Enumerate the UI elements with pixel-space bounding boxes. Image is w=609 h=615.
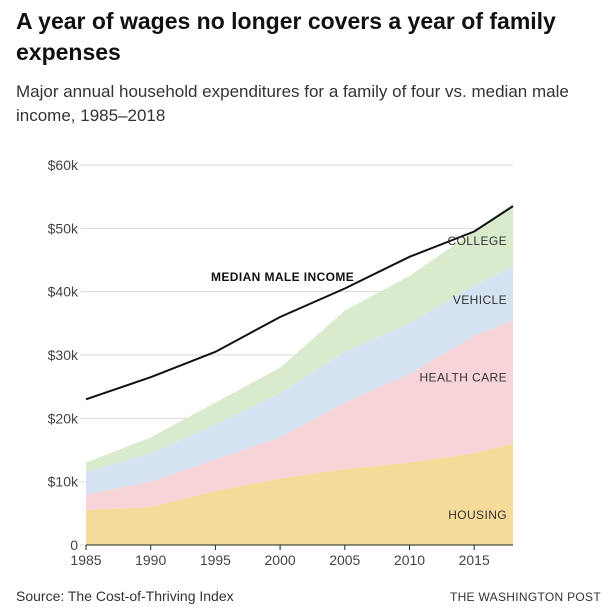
line-label-median-male-income: MEDIAN MALE INCOME: [211, 270, 354, 284]
y-tick-label: 0: [70, 537, 78, 553]
chart-area: 0 $10k $20k $30k $40k $50k $60k 1985 1990 1995 200…: [48, 157, 514, 565]
x-tick-label: 1995: [200, 552, 231, 565]
y-tick-label: $50k: [48, 220, 79, 236]
y-tick-label: $60k: [48, 157, 79, 173]
x-tick-label: 2010: [394, 552, 425, 565]
x-tick-label: 2015: [459, 552, 490, 565]
y-tick-label: $10k: [48, 474, 79, 490]
series-label-health-care: HEALTH CARE: [419, 370, 507, 384]
area-vehicle: [86, 266, 513, 495]
chart-title: A year of wages no longer covers a year …: [16, 8, 556, 65]
source-note: Source: The Cost-of-Thriving Index: [16, 588, 234, 604]
label-layer: HOUSING HEALTH CARE VEHICLE COLLEGE MEDIAN M…: [211, 234, 507, 522]
chart-subtitle: Major annual household expenditures for …: [16, 82, 569, 125]
area-layer: [86, 203, 513, 545]
x-tick-label: 2000: [265, 552, 296, 565]
x-tick-label: 1985: [70, 552, 101, 565]
series-label-college: COLLEGE: [448, 234, 508, 248]
axis-layer: 0 $10k $20k $30k $40k $50k $60k 1985 1990 1995 200…: [48, 157, 513, 565]
x-tick-label: 2005: [329, 552, 360, 565]
line-layer: [85, 205, 514, 401]
series-label-housing: HOUSING: [448, 508, 507, 522]
area-health-care: [86, 320, 513, 511]
x-tick-label: 1990: [135, 552, 166, 565]
line-median-male-income: [85, 205, 514, 401]
publisher-credit: THE WASHINGTON POST: [449, 590, 601, 604]
y-tick-label: $30k: [48, 347, 79, 363]
y-tick-label: $20k: [48, 410, 79, 426]
area-housing: [86, 443, 513, 545]
series-label-vehicle: VEHICLE: [453, 293, 507, 307]
y-tick-label: $40k: [48, 284, 79, 300]
